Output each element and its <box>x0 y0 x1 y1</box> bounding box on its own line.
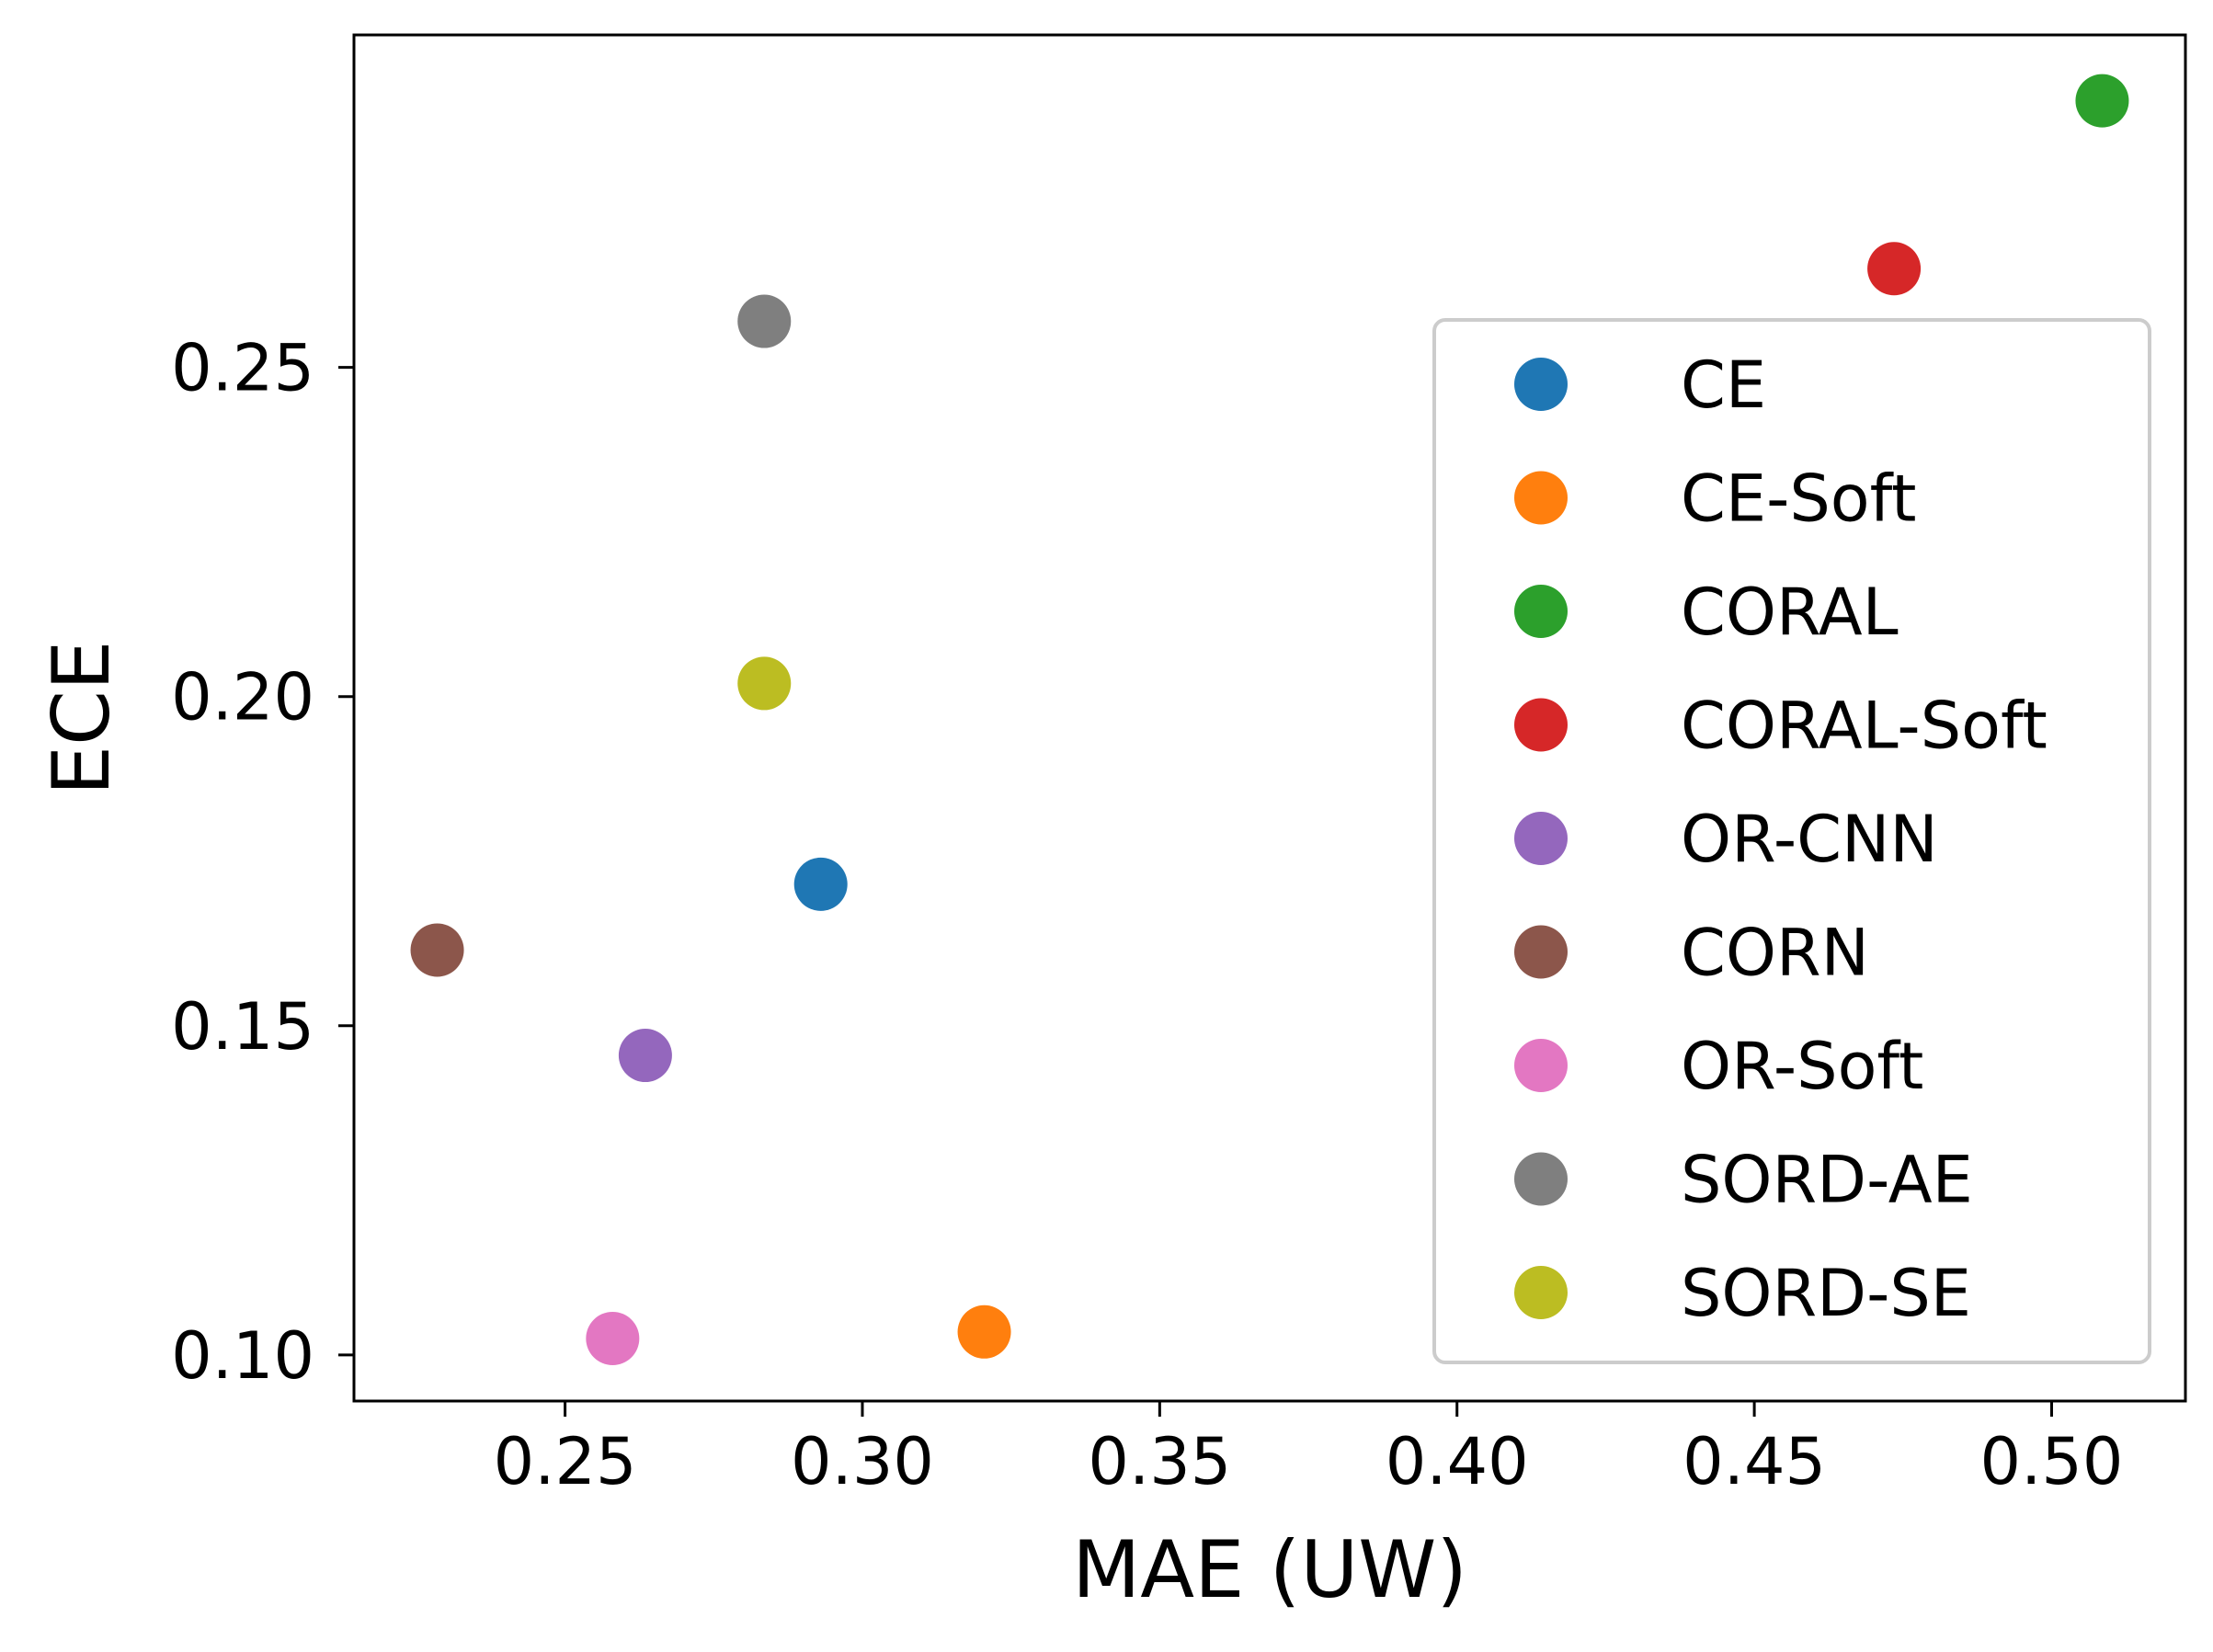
x-tick-label: 0.40 <box>1386 1424 1529 1499</box>
x-tick-label: 0.25 <box>494 1424 637 1499</box>
legend-marker-sord-ae <box>1514 1152 1568 1206</box>
data-point-sord-se <box>737 656 792 711</box>
legend-marker-or-soft <box>1514 1039 1568 1092</box>
data-point-ce <box>793 857 848 911</box>
legend: CE CE-Soft CORAL CORAL-Soft OR-CNN CORN OR-Sof… <box>1432 318 2151 1364</box>
legend-marker-corn <box>1514 925 1568 979</box>
legend-label-corn: CORN <box>1681 916 1869 991</box>
x-tick-label: 0.30 <box>791 1424 934 1499</box>
data-point-or-cnn <box>618 1029 672 1083</box>
legend-marker-ce-soft <box>1514 471 1568 525</box>
legend-box <box>1432 318 2151 1364</box>
legend-label-sord-se: SORD-SE <box>1681 1256 1971 1331</box>
y-tick-label: 0.20 <box>171 660 314 735</box>
legend-marker-ce <box>1514 358 1568 411</box>
legend-label-coral: CORAL <box>1681 575 1899 650</box>
data-point-ce-soft <box>957 1305 1011 1359</box>
y-tick-label: 0.15 <box>171 989 314 1065</box>
legend-label-ce-soft: CE-Soft <box>1681 461 1916 537</box>
y-axis-ticks: 0.10 0.15 0.20 0.25 <box>171 331 354 1394</box>
legend-marker-coral <box>1514 585 1568 638</box>
x-tick-label: 0.45 <box>1683 1424 1826 1499</box>
data-point-corn <box>410 923 464 977</box>
data-points <box>410 74 2129 1365</box>
x-axis-label: MAE (UW) <box>1072 1524 1467 1616</box>
data-point-sord-ae <box>737 294 792 348</box>
legend-label-ce: CE <box>1681 347 1766 423</box>
x-tick-label: 0.35 <box>1088 1424 1231 1499</box>
legend-label-sord-ae: SORD-AE <box>1681 1143 1973 1218</box>
x-tick-label: 0.50 <box>1980 1424 2124 1499</box>
legend-label-or-soft: OR-Soft <box>1681 1029 1923 1104</box>
y-tick-label: 0.10 <box>171 1318 314 1394</box>
y-axis-label: ECE <box>36 641 128 796</box>
y-tick-label: 0.25 <box>171 331 314 406</box>
legend-marker-coral-soft <box>1514 698 1568 752</box>
legend-label-coral-soft: CORAL-Soft <box>1681 689 2048 764</box>
data-point-or-soft <box>586 1311 640 1365</box>
x-axis-ticks: 0.25 0.30 0.35 0.40 0.45 0.50 <box>494 1401 2124 1499</box>
legend-marker-sord-se <box>1514 1266 1568 1319</box>
data-point-coral <box>2075 74 2129 128</box>
data-point-coral-soft <box>1867 242 1922 296</box>
legend-label-or-cnn: OR-CNN <box>1681 802 1938 877</box>
legend-marker-or-cnn <box>1514 812 1568 865</box>
